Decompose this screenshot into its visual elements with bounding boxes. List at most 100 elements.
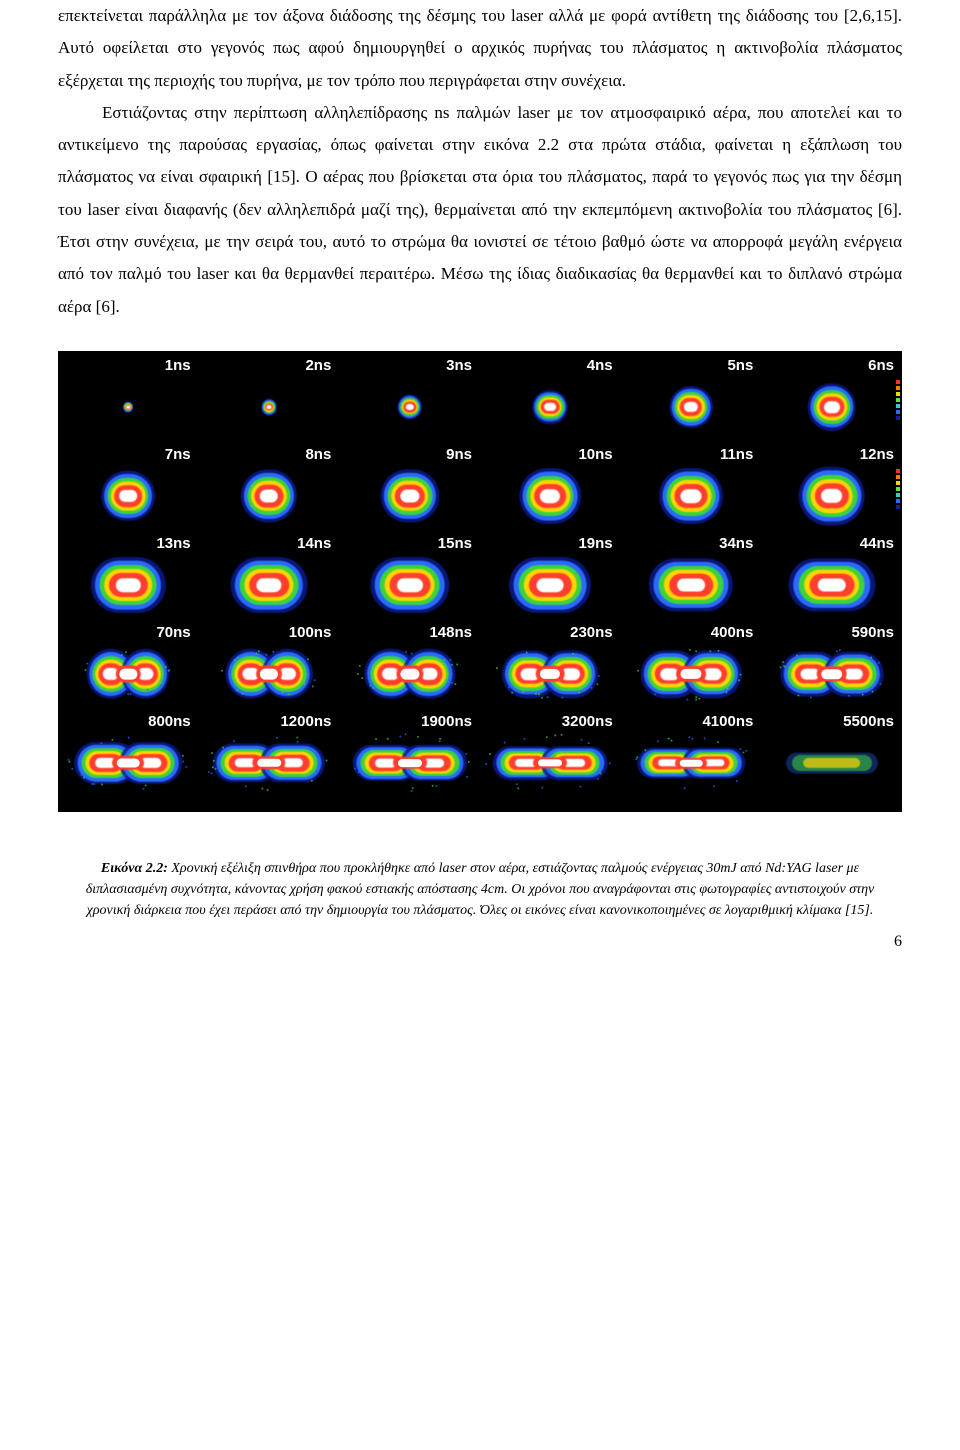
plasma-frame [199, 554, 340, 616]
plasma-frame [199, 643, 340, 705]
time-label: 7ns [58, 440, 199, 465]
plasma-blob [658, 566, 724, 604]
plasma-blob [239, 565, 299, 605]
time-label: 15ns [339, 529, 480, 554]
paragraph-2: Εστιάζοντας στην περίπτωση αλληλεπίδραση… [58, 97, 902, 323]
plasma-frame [339, 732, 480, 794]
colorbar-ticks [896, 469, 900, 509]
plasma-cell: 7ns [58, 440, 199, 527]
plasma-cell: 1ns [58, 351, 199, 438]
plasma-cell: 34ns [621, 529, 762, 616]
plasma-blob [379, 565, 441, 605]
paragraph-1: επεκτείνεται παράλληλα με τον άξονα διάδ… [58, 0, 902, 97]
body-text: επεκτείνεται παράλληλα με τον άξονα διάδ… [58, 0, 902, 323]
plasma-frame [339, 554, 480, 616]
plasma-cell: 6ns [761, 351, 902, 438]
plasma-cell: 10ns [480, 440, 621, 527]
plasma-blob [107, 478, 149, 514]
plasma-cell: 3200ns [480, 707, 621, 794]
plasma-blob [81, 748, 175, 778]
time-label: 230ns [480, 618, 621, 643]
plasma-cell: 230ns [480, 618, 621, 705]
plasma-cell: 14ns [199, 529, 340, 616]
caption-lead: Εικόνα 2.2: [101, 861, 168, 876]
plasma-frame [480, 465, 621, 527]
plasma-cell: 19ns [480, 529, 621, 616]
plasma-frame [761, 376, 902, 438]
plasma-blob [387, 477, 433, 515]
figure-caption: Εικόνα 2.2: Χρονική εξέλιξη σπινθήρα που… [58, 858, 902, 921]
time-label: 148ns [339, 618, 480, 643]
plasma-blob [92, 656, 164, 692]
plasma-cell: 15ns [339, 529, 480, 616]
plasma-cell: 44ns [761, 529, 902, 616]
plasma-blob [360, 750, 460, 776]
time-label: 1900ns [339, 707, 480, 732]
plasma-frame [621, 732, 762, 794]
plasma-blob [798, 566, 866, 604]
plasma-frame [621, 554, 762, 616]
time-label: 2ns [199, 351, 340, 376]
plasma-frame [199, 376, 340, 438]
time-label: 9ns [339, 440, 480, 465]
plasma-blob [644, 752, 738, 774]
plasma-frame [199, 732, 340, 794]
plasma-cell: 5ns [621, 351, 762, 438]
plasma-frame [58, 643, 199, 705]
plasma-cell: 8ns [199, 440, 340, 527]
page-number: 6 [58, 933, 902, 951]
time-label: 800ns [58, 707, 199, 732]
plasma-frame [761, 554, 902, 616]
plasma-frame [480, 643, 621, 705]
plasma-frame [199, 465, 340, 527]
time-label: 1200ns [199, 707, 340, 732]
time-label: 5ns [621, 351, 762, 376]
plasma-cell: 1900ns [339, 707, 480, 794]
plasma-frame [621, 376, 762, 438]
plasma-blob [124, 403, 132, 411]
time-label: 70ns [58, 618, 199, 643]
plasma-blob [526, 476, 574, 516]
plasma-frame [621, 643, 762, 705]
plasma-blob [231, 656, 307, 692]
plasma-frame [761, 643, 902, 705]
time-label: 590ns [761, 618, 902, 643]
plasma-blob [806, 475, 858, 517]
time-label: 34ns [621, 529, 762, 554]
plasma-cell: 4ns [480, 351, 621, 438]
plasma-blob [666, 476, 716, 516]
plasma-cell: 590ns [761, 618, 902, 705]
plasma-blob [518, 565, 582, 605]
time-label: 19ns [480, 529, 621, 554]
plasma-cell: 5500ns [761, 707, 902, 794]
plasma-frame [339, 376, 480, 438]
plasma-frame [58, 554, 199, 616]
plasma-cell: 70ns [58, 618, 199, 705]
plasma-blob [370, 656, 450, 692]
plasma-blob [99, 565, 157, 605]
plasma-cell: 13ns [58, 529, 199, 616]
plasma-frame [621, 465, 762, 527]
plasma-cell: 100ns [199, 618, 340, 705]
time-label: 400ns [621, 618, 762, 643]
plasma-blob [536, 395, 564, 419]
plasma-blob [220, 749, 318, 777]
time-label: 3200ns [480, 707, 621, 732]
plasma-blob [400, 398, 420, 416]
plasma-blob [508, 657, 592, 691]
plasma-blob [813, 390, 851, 424]
time-label: 6ns [761, 351, 902, 376]
time-label: 3ns [339, 351, 480, 376]
time-label: 12ns [761, 440, 902, 465]
plasma-blob [247, 477, 291, 515]
plasma-frame [58, 732, 199, 794]
plasma-frame [58, 465, 199, 527]
plasma-blob [263, 401, 275, 413]
time-label: 11ns [621, 440, 762, 465]
time-label: 13ns [58, 529, 199, 554]
plasma-blob [500, 751, 600, 775]
plasma-grid: 1ns2ns3ns4ns5ns6ns 7ns8ns9ns10ns11ns12ns 1… [58, 351, 902, 812]
plasma-frame [339, 465, 480, 527]
plasma-frame [58, 376, 199, 438]
time-label: 4100ns [621, 707, 762, 732]
